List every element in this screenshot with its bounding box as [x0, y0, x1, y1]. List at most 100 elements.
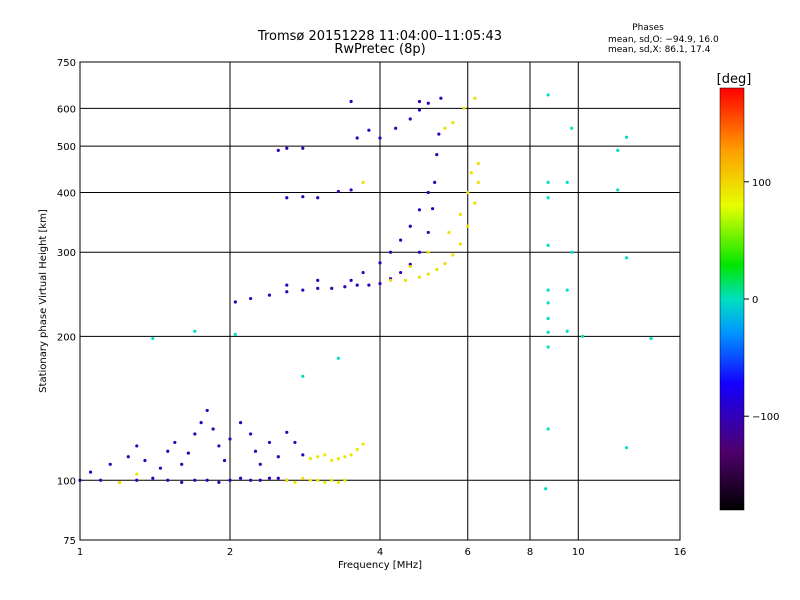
data-point: [293, 440, 297, 445]
data-point: [473, 201, 477, 205]
data-point: [180, 462, 184, 466]
data-point: [367, 128, 371, 132]
data-point: [447, 230, 451, 235]
data-point: [473, 96, 477, 100]
x-tick-label: 16: [674, 547, 687, 558]
grid: [80, 62, 680, 540]
data-point: [301, 195, 305, 199]
y-tick-label: 300: [57, 248, 76, 259]
data-point: [276, 148, 280, 152]
data-point: [330, 458, 334, 463]
data-point: [349, 278, 353, 282]
data-point: [316, 455, 320, 459]
data-point: [99, 478, 103, 482]
data-point: [546, 345, 550, 349]
data-point: [193, 478, 197, 482]
data-point: [301, 288, 305, 292]
data-point: [378, 136, 382, 140]
data-point: [308, 457, 313, 461]
data-point: [158, 466, 163, 470]
y-tick-label: 75: [63, 536, 76, 547]
data-point: [462, 106, 466, 110]
data-point: [343, 455, 347, 459]
data-point: [565, 180, 569, 184]
data-point: [435, 267, 439, 272]
data-point: [417, 108, 422, 112]
data-point: [408, 262, 412, 266]
data-point: [238, 476, 243, 480]
data-point: [624, 135, 629, 139]
data-point: [443, 126, 447, 130]
data-point: [399, 238, 403, 242]
y-tick-label: 600: [57, 104, 76, 115]
data-point: [276, 455, 280, 459]
data-point: [336, 189, 340, 194]
data-point: [308, 478, 313, 482]
data-point: [233, 300, 237, 304]
data-point: [301, 453, 305, 457]
data-point: [88, 470, 93, 474]
data-point: [143, 458, 147, 463]
data-point: [228, 437, 232, 441]
data-point: [546, 288, 550, 292]
data-point: [388, 278, 393, 282]
data-point: [285, 478, 289, 482]
data-point: [249, 296, 253, 301]
data-point: [267, 440, 272, 445]
data-point: [469, 171, 473, 175]
data-point: [199, 421, 203, 425]
data-point: [433, 180, 437, 184]
data-point: [580, 334, 585, 338]
data-point: [126, 455, 130, 459]
data-point: [570, 126, 574, 130]
data-point: [249, 478, 253, 482]
colorbar-tick-label: 0: [752, 295, 758, 306]
data-point: [135, 478, 139, 482]
x-tick-label: 10: [572, 547, 585, 558]
data-point: [616, 188, 620, 192]
data-point: [361, 180, 365, 184]
data-point: [285, 290, 289, 294]
stats-o-line: mean, sd,O: −94.9, 16.0: [608, 35, 719, 45]
data-point: [349, 188, 353, 192]
data-point: [361, 442, 365, 446]
data-point: [276, 476, 280, 480]
data-point: [437, 132, 441, 136]
data-point: [435, 153, 439, 157]
data-point: [624, 256, 629, 260]
data-point: [316, 286, 320, 291]
data-point: [546, 243, 550, 248]
y-axis-ticks: 75 100 200 300 400 500 600 750: [57, 58, 76, 547]
data-point: [349, 453, 353, 457]
data-point: [343, 478, 347, 482]
data-point: [330, 286, 334, 291]
colorbar-tick-label: 100: [752, 178, 771, 189]
data-point: [343, 285, 347, 289]
data-point: [117, 480, 122, 484]
chart-title: Tromsø 20151228 11:04:00–11:05:43: [257, 29, 502, 44]
data-point: [285, 283, 289, 287]
colorbar-label: [deg]: [717, 72, 752, 87]
data-points: [78, 93, 653, 491]
data-point: [316, 478, 320, 482]
data-point: [193, 432, 197, 436]
data-point: [408, 117, 412, 121]
data-point: [408, 264, 412, 269]
data-point: [186, 451, 190, 455]
data-point: [173, 440, 177, 445]
data-point: [349, 99, 353, 104]
data-point: [443, 261, 447, 266]
data-point: [135, 472, 139, 476]
data-point: [458, 242, 463, 246]
data-point: [355, 136, 359, 140]
data-point: [151, 476, 155, 480]
data-point: [546, 427, 550, 431]
y-axis-label: Stationary phase Virtual Height [km]: [38, 209, 49, 393]
plot-frame: [79, 61, 681, 541]
data-point: [301, 476, 305, 480]
data-point: [293, 480, 297, 484]
y-tick-label: 100: [57, 476, 76, 487]
data-point: [355, 283, 359, 287]
data-point: [546, 301, 550, 305]
